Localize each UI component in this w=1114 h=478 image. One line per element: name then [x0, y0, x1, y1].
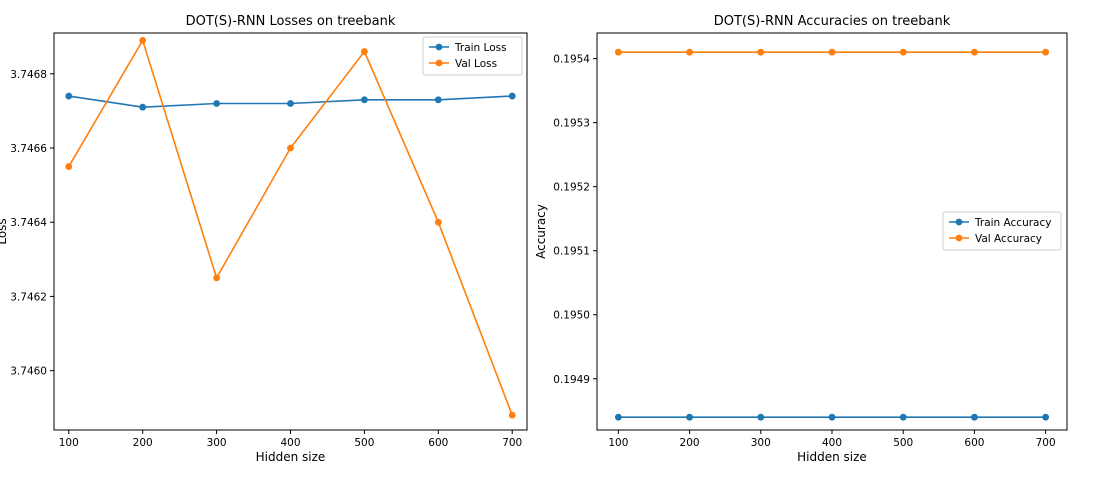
- data-point: [65, 92, 73, 100]
- data-point: [828, 413, 836, 421]
- y-tick-label: 0.1949: [553, 374, 590, 386]
- legend-label: Train Loss: [454, 42, 507, 54]
- x-tick-label: 400: [822, 437, 842, 449]
- y-tick-label: 3.7462: [10, 291, 47, 303]
- y-tick-label: 0.1951: [553, 246, 590, 258]
- x-tick-label: 100: [608, 437, 628, 449]
- data-point: [1042, 413, 1050, 421]
- y-tick-label: 0.1954: [553, 54, 590, 66]
- data-point: [828, 48, 836, 56]
- data-point: [899, 413, 907, 421]
- data-point: [434, 218, 442, 226]
- loss-chart: DOT(S)-RNN Losses on treebank 100 200 300 40…: [0, 14, 528, 464]
- x-tick-label: 700: [502, 437, 522, 449]
- data-point: [1042, 48, 1050, 56]
- data-point: [213, 100, 220, 107]
- y-tick-label: 3.7466: [10, 143, 47, 155]
- data-point: [757, 413, 765, 421]
- data-point: [508, 92, 516, 100]
- y-tick-label: 0.1953: [553, 118, 590, 130]
- x-tick-label: 300: [751, 437, 771, 449]
- data-point: [361, 48, 368, 55]
- data-point: [899, 48, 907, 56]
- x-axis-label: Hidden size: [797, 450, 867, 464]
- x-axis-label: Hidden size: [256, 450, 326, 464]
- x-tick-label: 500: [893, 437, 913, 449]
- chart-title: DOT(S)-RNN Accuracies on treebank: [714, 14, 951, 29]
- data-point: [361, 96, 368, 104]
- legend-marker: [955, 218, 963, 226]
- y-tick-label: 3.7460: [10, 366, 47, 378]
- legend-label: Val Accuracy: [975, 233, 1042, 245]
- data-point: [971, 48, 978, 56]
- legend-label: Train Accuracy: [974, 217, 1051, 229]
- legend-label: Val Loss: [455, 58, 497, 70]
- y-tick-label: 3.7468: [10, 69, 47, 81]
- x-tick-label: 500: [354, 437, 374, 449]
- data-point: [614, 48, 622, 56]
- legend-marker: [435, 59, 443, 67]
- data-point: [213, 274, 220, 282]
- x-tick-label: 300: [207, 437, 227, 449]
- x-tick-label: 200: [680, 437, 700, 449]
- legend-marker: [435, 43, 443, 51]
- x-tick-label: 100: [59, 437, 79, 449]
- data-point: [686, 413, 693, 421]
- accuracy-chart: DOT(S)-RNN Accuracies on treebank 100 200 3…: [534, 14, 1068, 464]
- data-point: [287, 100, 294, 107]
- data-point: [139, 103, 147, 111]
- y-tick-label: 3.7464: [10, 217, 47, 229]
- y-tick-label: 0.1950: [553, 310, 590, 322]
- data-point: [614, 413, 622, 421]
- x-tick-label: 200: [133, 437, 153, 449]
- data-point: [434, 96, 442, 104]
- data-point: [971, 413, 978, 421]
- data-point: [287, 144, 294, 152]
- x-tick-label: 400: [280, 437, 300, 449]
- x-tick-label: 700: [1036, 437, 1056, 449]
- legend-marker: [955, 234, 963, 242]
- x-tick-label: 600: [428, 437, 448, 449]
- data-point: [139, 37, 147, 44]
- data-point: [65, 163, 73, 170]
- data-point: [686, 48, 693, 56]
- chart-title: DOT(S)-RNN Losses on treebank: [186, 14, 396, 29]
- y-axis-label: Loss: [0, 218, 9, 244]
- legend-box: [942, 211, 1062, 251]
- data-point: [508, 411, 516, 419]
- y-axis-label: Accuracy: [534, 204, 548, 259]
- data-point: [757, 48, 765, 56]
- x-tick-label: 600: [964, 437, 984, 449]
- y-tick-label: 0.1952: [553, 182, 590, 194]
